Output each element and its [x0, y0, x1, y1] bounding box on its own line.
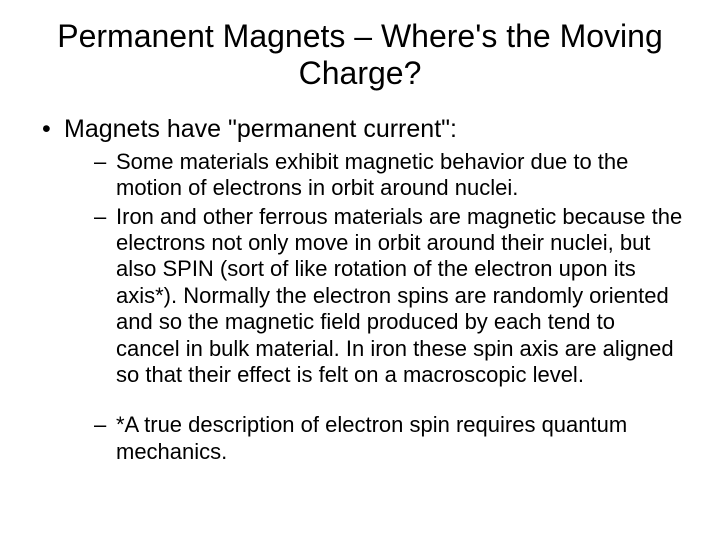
sub-bullet-2: Iron and other ferrous materials are mag… [64, 204, 684, 389]
spacer [64, 390, 684, 412]
sub-bullet-3: *A true description of electron spin req… [64, 412, 684, 465]
bullet-list: Magnets have "permanent current": Some m… [36, 114, 684, 466]
slide-title: Permanent Magnets – Where's the Moving C… [36, 18, 684, 92]
sub-bullet-1: Some materials exhibit magnetic behavior… [64, 149, 684, 202]
bullet-lvl1-text: Magnets have "permanent current": [64, 115, 457, 143]
sub-bullet-list: Some materials exhibit magnetic behavior… [64, 149, 684, 465]
slide: Permanent Magnets – Where's the Moving C… [0, 0, 720, 540]
bullet-lvl1: Magnets have "permanent current": Some m… [36, 114, 684, 466]
